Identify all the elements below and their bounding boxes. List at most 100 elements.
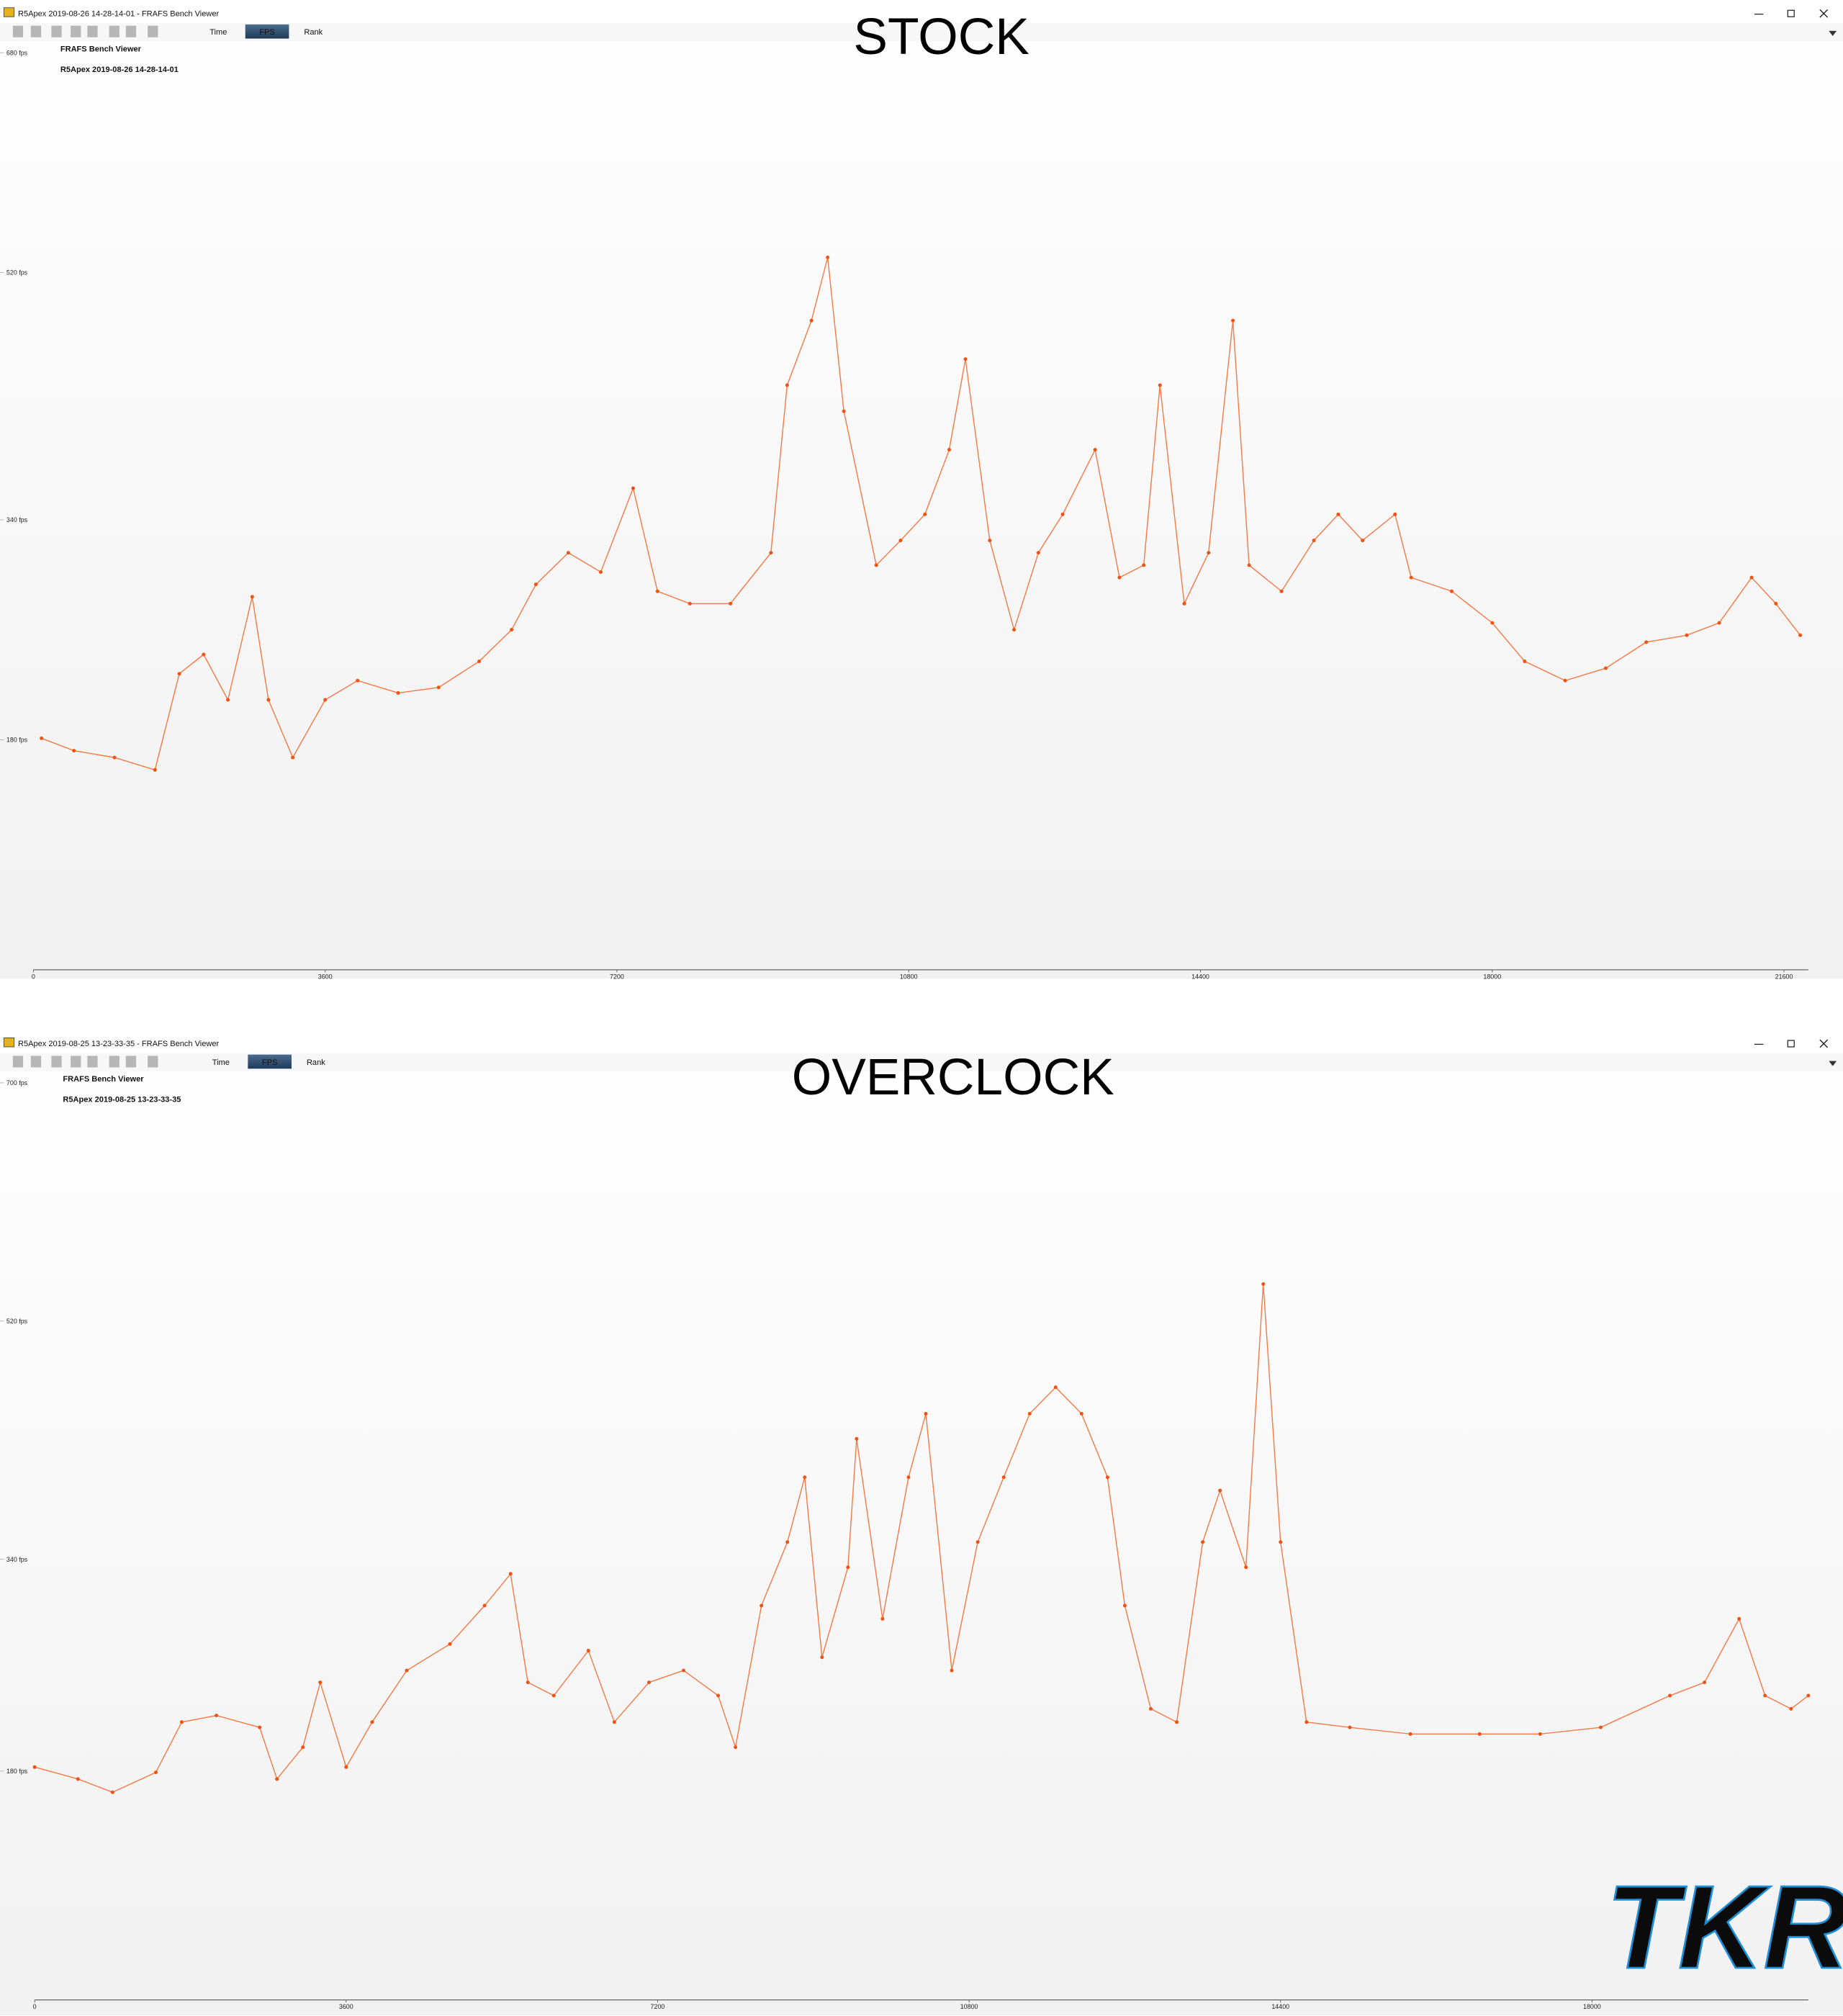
fps-point (1158, 383, 1162, 387)
fps-point (226, 698, 230, 702)
fps-point (179, 1720, 184, 1724)
fps-point (112, 755, 117, 760)
fps-point (301, 1745, 305, 1750)
fps-point (1027, 1411, 1032, 1416)
x-tick-label: 18000 (1483, 973, 1501, 980)
y-tick-label: 180 fps (6, 737, 28, 744)
fps-point (924, 1411, 928, 1416)
fps-point (809, 318, 814, 323)
fps-point (1312, 539, 1316, 543)
toolbar-icon[interactable] (71, 1056, 81, 1068)
window: R5Apex 2019-08-26 14-28-14-01 - FRAFS Be… (0, 0, 1843, 979)
fps-point (533, 582, 538, 587)
scroll-arrow[interactable] (1829, 30, 1837, 36)
restore-button[interactable] (1787, 9, 1795, 17)
fps-point (1036, 551, 1040, 555)
chart: 680 fps 520 fps 340 fps 180 fps 0 3600 7200 108… (0, 8, 1808, 980)
x-tick-label: 3600 (318, 973, 333, 980)
fps-point (950, 1668, 954, 1673)
fps-point (32, 1765, 37, 1769)
fps-point (202, 652, 206, 657)
fps-point (729, 601, 733, 606)
fps-point (1261, 1282, 1266, 1286)
fps-point (1175, 1720, 1179, 1724)
fps-point (1477, 1732, 1482, 1736)
fps-point (1105, 1475, 1109, 1480)
close-button[interactable] (1819, 9, 1829, 18)
y-tick-label: 180 fps (6, 1768, 28, 1775)
toolbar-icon[interactable] (125, 25, 137, 37)
tab-label[interactable]: Rank (307, 1058, 325, 1067)
fps-point (947, 448, 952, 452)
fps-point (1279, 1540, 1283, 1544)
tab-label[interactable]: FPS (262, 1058, 277, 1067)
fps-point (1490, 621, 1495, 625)
toolbar-icon[interactable] (125, 1056, 137, 1068)
y-tick-label: 520 fps (6, 269, 28, 276)
y-tick-label: 340 fps (6, 516, 28, 523)
fps-point (215, 1714, 219, 1718)
y-tick-label: 340 fps (6, 1556, 28, 1563)
y-tick-label: 520 fps (6, 1318, 28, 1325)
fps-point (1117, 575, 1122, 580)
window: R5Apex 2019-08-25 13-23-33-35 - FRAFS Be… (0, 1030, 1843, 2016)
fps-point (1685, 633, 1689, 637)
fps-point (318, 1680, 323, 1685)
fps-point (586, 1649, 590, 1653)
fps-point (1523, 660, 1527, 664)
fps-point (275, 1777, 279, 1781)
active-tab[interactable] (248, 1054, 292, 1069)
fps-point (551, 1693, 556, 1698)
toolbar-icon[interactable] (148, 1056, 158, 1068)
x-tick-label: 0 (33, 2003, 37, 2010)
fps-point (1538, 1732, 1542, 1736)
toolbar-icon[interactable] (51, 1056, 62, 1068)
toolbar-icon[interactable] (87, 25, 98, 37)
toolbar-icon[interactable] (51, 25, 62, 37)
fps-point (110, 1790, 114, 1794)
fps-point (760, 1603, 764, 1608)
fps-point (1598, 1725, 1603, 1729)
fps-point (1408, 1732, 1412, 1736)
tab-label[interactable]: Time (212, 1058, 230, 1067)
fps-point (898, 539, 903, 543)
fps-point (646, 1680, 651, 1685)
toolbar-icon[interactable] (109, 1056, 120, 1068)
toolbar-icon[interactable] (148, 25, 158, 37)
toolbar-icon[interactable] (109, 25, 120, 37)
fps-point (1247, 563, 1251, 567)
logo: TKR (1605, 1860, 1843, 1994)
fps-point (1231, 318, 1235, 323)
fps-point (1798, 633, 1803, 637)
x-tick-label: 7200 (610, 973, 624, 980)
toolbar-icon[interactable] (30, 25, 42, 37)
tab-label[interactable]: Time (209, 28, 227, 37)
window-title: R5Apex 2019-08-26 14-28-14-01 - FRAFS Be… (18, 9, 220, 18)
fps-point (1012, 628, 1017, 632)
toolbar-icon[interactable] (12, 1056, 24, 1068)
active-tab[interactable] (245, 24, 289, 39)
y-tick-label: 680 fps (6, 49, 28, 56)
restore-button[interactable] (1787, 1040, 1795, 1048)
toolbar-icon[interactable] (71, 25, 81, 37)
fps-point (566, 551, 570, 555)
fps-point (716, 1693, 721, 1698)
close-button[interactable] (1819, 1039, 1829, 1048)
toolbar-icon[interactable] (87, 1056, 98, 1068)
tab-label[interactable]: FPS (259, 28, 274, 37)
fps-point (344, 1765, 348, 1769)
fps-point (356, 678, 360, 683)
toolbar-icon[interactable] (12, 25, 24, 37)
session-name: R5Apex 2019-08-26 14-28-14-01 (60, 66, 179, 74)
fps-point (1563, 678, 1567, 683)
x-tick-label: 3600 (339, 2003, 353, 2010)
fps-point (655, 589, 659, 593)
fps-point (1093, 448, 1097, 452)
fps-point (975, 1540, 980, 1544)
fps-point (405, 1668, 409, 1673)
tab-label[interactable]: Rank (304, 28, 323, 37)
scroll-arrow[interactable] (1829, 1061, 1837, 1066)
toolbar-icon[interactable] (30, 1056, 42, 1068)
